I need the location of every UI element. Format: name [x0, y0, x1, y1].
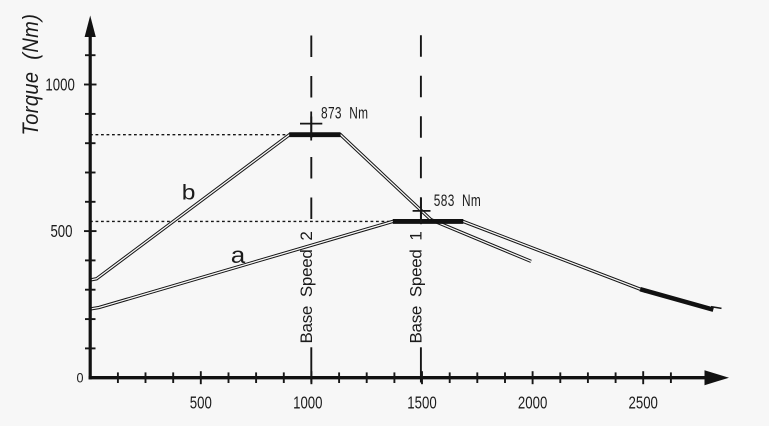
svg-text:b: b: [182, 180, 196, 204]
svg-text:2000: 2000: [518, 394, 547, 413]
svg-text:0: 0: [76, 370, 83, 386]
svg-text:873 Nm: 873 Nm: [321, 105, 368, 123]
svg-text:2500: 2500: [629, 394, 658, 413]
svg-text:1000: 1000: [45, 76, 74, 95]
svg-text:1000: 1000: [293, 394, 322, 413]
svg-text:500: 500: [190, 394, 212, 413]
svg-text:583 Nm: 583 Nm: [434, 192, 481, 210]
svg-text:Base Speed 2: Base Speed 2: [297, 231, 316, 343]
svg-text:1500: 1500: [407, 394, 436, 413]
svg-text:Torque (Nm): Torque (Nm): [19, 14, 43, 136]
svg-text:Base Speed 1: Base Speed 1: [406, 231, 425, 343]
svg-text:a: a: [231, 243, 246, 268]
svg-text:500: 500: [50, 223, 72, 242]
